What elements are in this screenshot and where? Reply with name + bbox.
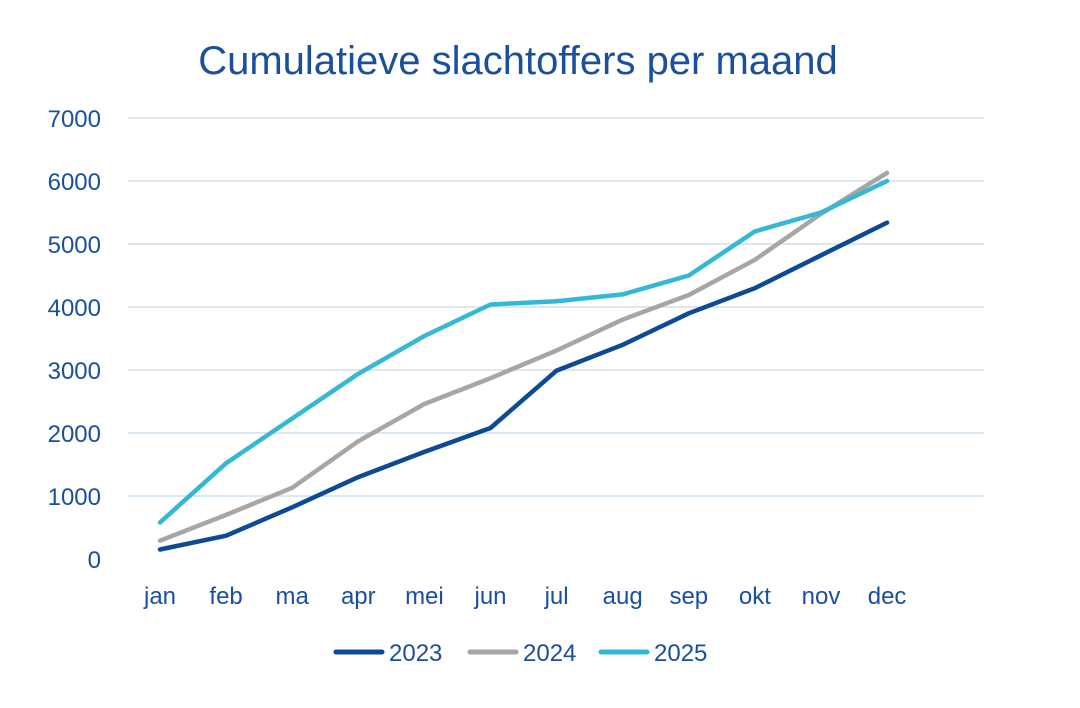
y-tick-label-2000: 2000 <box>48 421 101 448</box>
x-tick-label-dec: dec <box>868 583 907 610</box>
y-axis-ticks: 0 1000 2000 3000 4000 5000 6000 7000 <box>48 106 101 574</box>
x-tick-label-nov: nov <box>802 583 841 610</box>
series-lines <box>157 170 890 552</box>
legend-label-2025: 2025 <box>654 640 707 667</box>
x-tick-label-feb: feb <box>209 583 242 610</box>
x-tick-label-sep: sep <box>669 583 708 610</box>
y-tick-label-0: 0 <box>88 547 101 574</box>
y-tick-label-3000: 3000 <box>48 358 101 385</box>
y-tick-label-7000: 7000 <box>48 106 101 133</box>
series-line-2025 <box>157 178 890 525</box>
series-line-2024 <box>157 170 890 543</box>
series-line-2023 <box>157 220 890 552</box>
x-axis-ticks: jan feb ma apr mei jun jul aug sep okt nov dec <box>143 583 906 610</box>
gridlines <box>128 117 984 497</box>
y-tick-label-5000: 5000 <box>48 232 101 259</box>
x-tick-label-jun: jun <box>473 583 506 610</box>
x-tick-label-mei: mei <box>405 583 444 610</box>
chart-title: Cumulatieve slachtoffers per maand <box>198 39 838 83</box>
x-tick-label-okt: okt <box>739 583 771 610</box>
x-tick-label-jul: jul <box>544 583 569 610</box>
x-tick-label-jan: jan <box>143 583 176 610</box>
x-tick-label-ma: ma <box>276 583 310 610</box>
y-tick-label-1000: 1000 <box>48 484 101 511</box>
x-tick-label-aug: aug <box>603 583 643 610</box>
x-tick-label-apr: apr <box>341 583 376 610</box>
legend-label-2023: 2023 <box>389 640 442 667</box>
y-tick-label-6000: 6000 <box>48 169 101 196</box>
legend: 2023 2024 2025 <box>333 640 707 667</box>
legend-label-2024: 2024 <box>523 640 576 667</box>
y-tick-label-4000: 4000 <box>48 295 101 322</box>
